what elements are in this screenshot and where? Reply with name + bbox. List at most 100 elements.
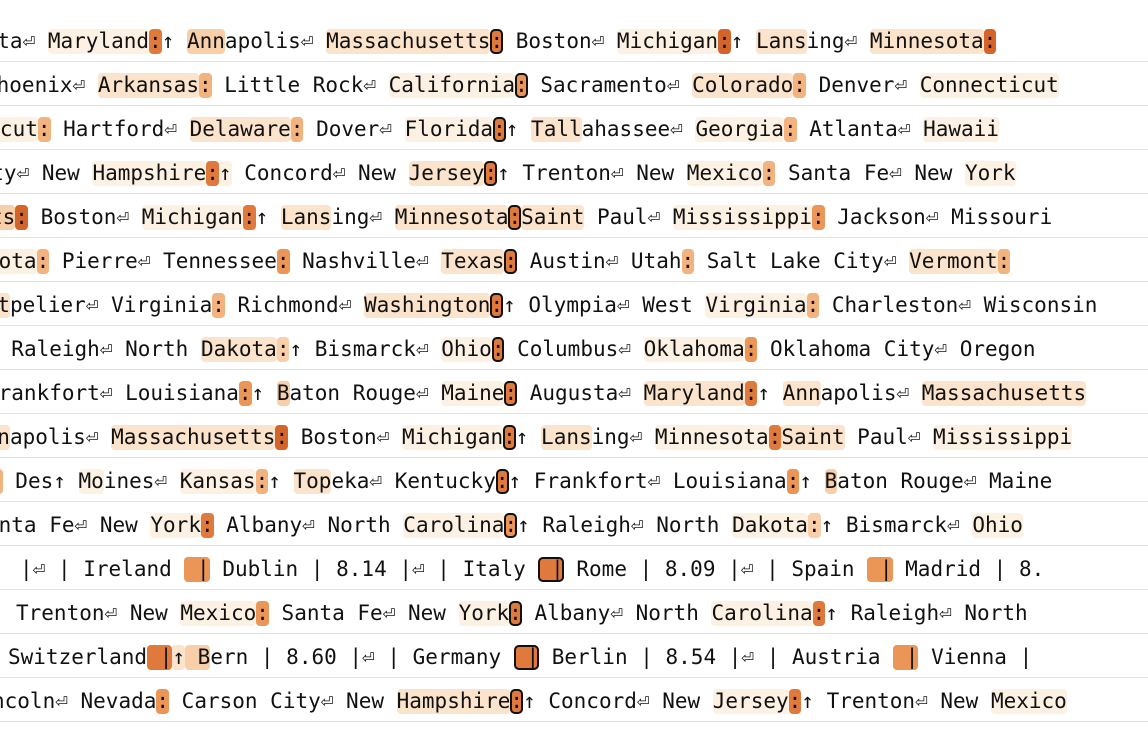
token[interactable]: Little Rock xyxy=(211,73,364,97)
token[interactable]: : xyxy=(768,425,782,450)
token[interactable]: ahassee xyxy=(581,117,671,141)
selected-token[interactable]: : xyxy=(484,161,498,186)
token[interactable]: ⏎ xyxy=(55,689,81,713)
token[interactable]: ⏎ xyxy=(116,205,142,229)
token[interactable]: ont xyxy=(0,293,10,318)
token[interactable]: ⏎ xyxy=(896,381,922,405)
token[interactable]: North xyxy=(125,337,201,361)
token[interactable]: : xyxy=(276,249,290,274)
token[interactable]: Pierre xyxy=(49,249,138,273)
token[interactable]: Boston xyxy=(27,205,117,229)
token[interactable]: North xyxy=(656,513,733,537)
token[interactable]: ⏎ xyxy=(332,161,359,185)
token[interactable]: ⏎ xyxy=(947,513,973,537)
token[interactable]: ↑ xyxy=(53,469,79,493)
token[interactable]: Ohio xyxy=(441,337,492,362)
token[interactable]: ing xyxy=(806,29,845,53)
token[interactable]: New xyxy=(940,689,991,713)
token[interactable]: Raleigh xyxy=(542,513,631,537)
token[interactable]: ⏎ xyxy=(915,689,941,713)
token[interactable]: : xyxy=(811,205,825,230)
token[interactable]: Rome | 8.09 | xyxy=(563,557,741,581)
selected-token[interactable]: : xyxy=(515,73,528,98)
token[interactable]: ↑ xyxy=(730,29,757,53)
token[interactable]: ↑ xyxy=(255,205,281,229)
token[interactable]: Trenton xyxy=(826,689,916,713)
token[interactable]: ⏎ xyxy=(939,601,965,625)
selected-token[interactable]: : xyxy=(490,29,504,54)
selected-token[interactable]: : xyxy=(491,337,505,362)
token[interactable]: ⏎ xyxy=(74,513,100,537)
token[interactable]: Michigan xyxy=(401,425,504,450)
token[interactable]: North xyxy=(635,601,712,625)
token[interactable]: ⏎ xyxy=(925,205,952,229)
token[interactable]: Madrid | 8. xyxy=(892,557,1045,581)
token[interactable]: Hawaii xyxy=(923,117,999,142)
token[interactable]: Mississippi xyxy=(672,205,812,230)
token[interactable]: Connecticut xyxy=(919,73,1059,98)
token[interactable]: Minnesota xyxy=(869,29,984,54)
token[interactable]: B xyxy=(824,469,838,494)
token[interactable]: Tennessee xyxy=(163,249,277,273)
token[interactable]: ⏎ xyxy=(610,601,636,625)
token[interactable]: | xyxy=(147,645,173,670)
token[interactable]: Trenton xyxy=(522,161,611,185)
token[interactable]: Albany xyxy=(521,601,611,625)
token[interactable]: Ann xyxy=(782,381,821,406)
token[interactable]: ⏎ xyxy=(616,293,643,317)
token[interactable]: Augusta xyxy=(517,381,619,405)
token[interactable]: Berlin | 8.54 | xyxy=(539,645,742,669)
token[interactable]: : xyxy=(15,205,28,230)
token[interactable]: Massachusetts xyxy=(111,425,276,450)
token[interactable]: ⏎ xyxy=(22,29,48,53)
token[interactable]: ↑ xyxy=(497,161,523,185)
token[interactable]: Bismarck xyxy=(314,337,416,361)
token[interactable]: ↑ xyxy=(515,425,542,449)
token[interactable]: Tall xyxy=(531,117,582,142)
token[interactable]: : xyxy=(242,205,256,230)
token[interactable]: Bismarck xyxy=(845,513,948,537)
token[interactable]: Ohio xyxy=(972,513,1023,538)
token[interactable]: : xyxy=(206,161,219,186)
token[interactable]: : xyxy=(0,469,3,494)
token[interactable]: Hartford xyxy=(50,117,165,141)
token[interactable]: : xyxy=(149,29,162,54)
token[interactable]: ↑ xyxy=(508,469,534,493)
token[interactable]: aton Rouge xyxy=(837,469,964,493)
token[interactable]: Dakota xyxy=(732,513,808,538)
token[interactable]: : xyxy=(238,381,252,406)
token[interactable]: Vienna | xyxy=(918,645,1033,669)
token[interactable]: ⏎ xyxy=(137,249,164,273)
token[interactable]: ⏎ xyxy=(610,161,637,185)
token[interactable]: ⏎ xyxy=(605,249,631,273)
token[interactable]: kota xyxy=(0,249,37,274)
selected-token[interactable]: : xyxy=(493,117,506,142)
token[interactable]: | xyxy=(766,645,792,669)
token[interactable]: B xyxy=(276,381,290,406)
token[interactable]: York xyxy=(458,601,510,626)
token[interactable]: Mississippi xyxy=(933,425,1073,450)
token[interactable]: Dublin | 8.14 | xyxy=(209,557,412,581)
token[interactable]: : xyxy=(255,469,269,494)
token[interactable]: apolis xyxy=(820,381,897,405)
selected-token[interactable]: : xyxy=(508,205,522,230)
token[interactable]: : xyxy=(198,73,212,98)
token[interactable]: Salt Lake City xyxy=(694,249,884,273)
token[interactable]: New xyxy=(99,513,151,537)
token[interactable]: Jersey xyxy=(408,161,485,186)
selected-token[interactable]: : xyxy=(504,513,518,538)
token[interactable]: Saint xyxy=(781,425,845,450)
token[interactable]: Boston xyxy=(503,29,592,53)
token[interactable]: : xyxy=(997,249,1011,274)
token[interactable]: ing xyxy=(331,205,370,229)
token[interactable]: ↑ xyxy=(251,381,277,405)
token[interactable]: : xyxy=(37,117,51,142)
token[interactable]: ⏎ xyxy=(666,73,693,97)
token[interactable]: ⏎ xyxy=(369,469,395,493)
token[interactable]: ⏎ xyxy=(591,29,617,53)
token[interactable]: Albany xyxy=(213,513,303,537)
token[interactable]: Delaware xyxy=(189,117,291,142)
token[interactable]: New xyxy=(914,161,965,185)
token[interactable]: ⏎ xyxy=(415,381,442,405)
token[interactable]: Santa Fe xyxy=(268,601,383,625)
